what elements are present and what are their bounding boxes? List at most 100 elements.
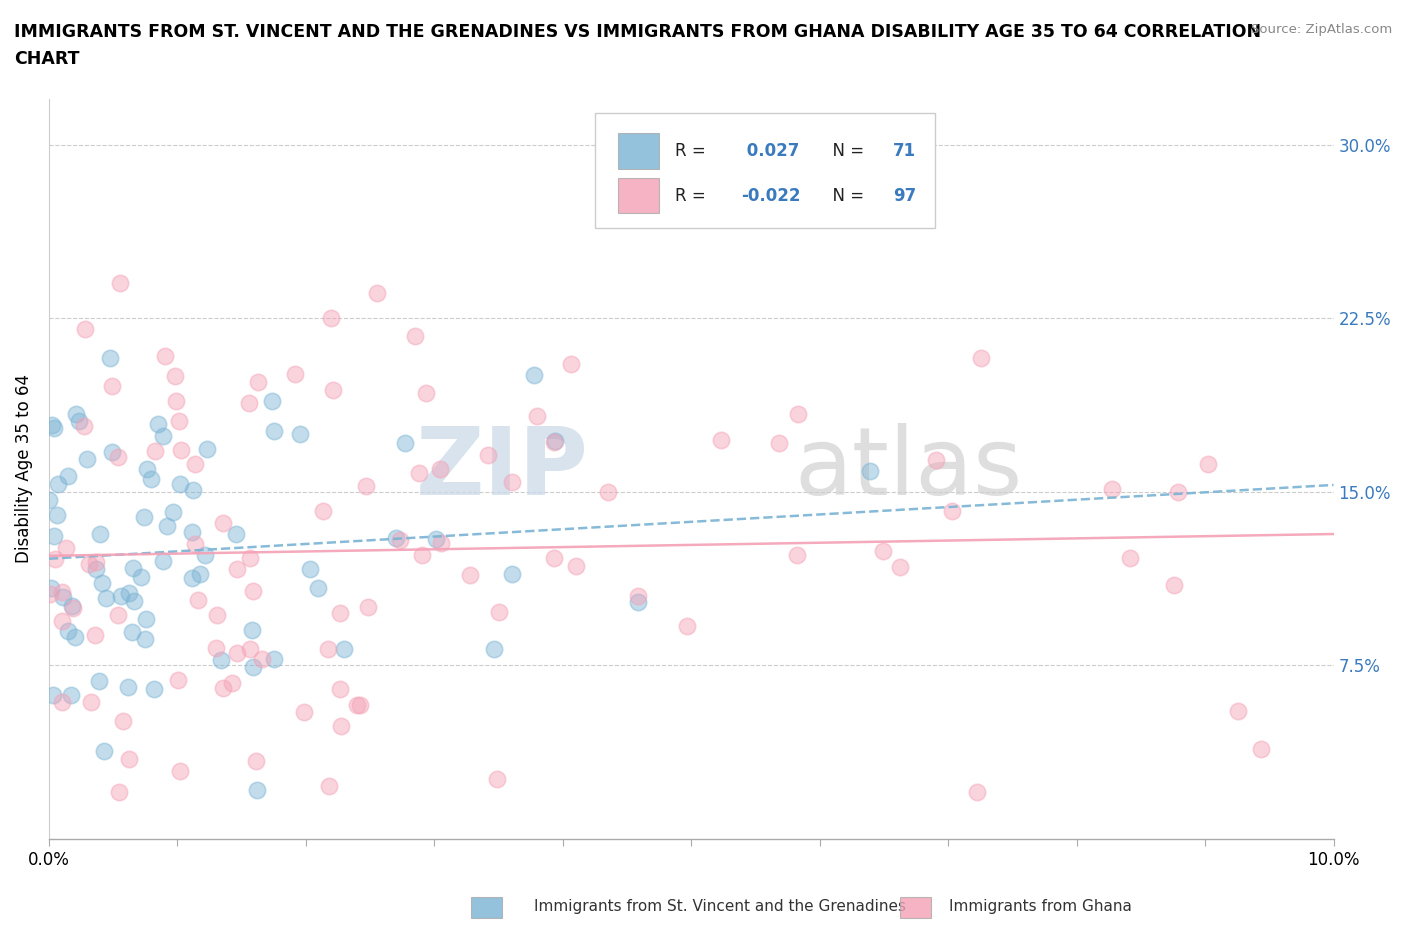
Point — [107, 608, 129, 623]
Point — [187, 593, 209, 608]
Point — [388, 532, 411, 547]
Point — [108, 785, 131, 800]
Point — [62, 601, 84, 616]
Point — [94, 591, 117, 605]
Point — [263, 423, 285, 438]
Point — [170, 443, 193, 458]
Text: -0.022: -0.022 — [741, 187, 801, 205]
Point — [155, 519, 177, 534]
Point — [118, 751, 141, 766]
Point — [1101, 482, 1123, 497]
Point — [152, 553, 174, 568]
Point — [93, 743, 115, 758]
Point — [246, 783, 269, 798]
Point — [141, 472, 163, 486]
Point — [209, 652, 232, 667]
Text: Immigrants from St. Vincent and the Grenadines: Immigrants from St. Vincent and the Gren… — [534, 899, 907, 914]
Point — [51, 694, 73, 709]
Point — [526, 408, 548, 423]
Point — [333, 642, 356, 657]
Point — [121, 625, 143, 640]
Point — [41, 418, 63, 432]
Point — [60, 688, 83, 703]
Point — [430, 535, 453, 550]
Point — [226, 645, 249, 660]
Point — [354, 478, 377, 493]
Point — [152, 429, 174, 444]
Point — [322, 382, 344, 397]
Point — [44, 528, 66, 543]
Point — [319, 311, 342, 325]
Point — [169, 477, 191, 492]
Point — [110, 589, 132, 604]
Point — [225, 526, 247, 541]
Text: N =: N = — [823, 142, 870, 160]
Point — [404, 329, 426, 344]
Point — [676, 619, 699, 634]
Point — [101, 379, 124, 393]
Point — [118, 585, 141, 600]
Point — [596, 485, 619, 499]
Point — [44, 420, 66, 435]
Point — [501, 474, 523, 489]
Point — [142, 682, 165, 697]
Point — [1163, 578, 1185, 593]
Text: Source: ZipAtlas.com: Source: ZipAtlas.com — [1251, 23, 1392, 36]
Text: N =: N = — [823, 187, 870, 205]
Point — [136, 461, 159, 476]
Y-axis label: Disability Age 35 to 64: Disability Age 35 to 64 — [15, 374, 32, 564]
Point — [872, 544, 894, 559]
Text: IMMIGRANTS FROM ST. VINCENT AND THE GRENADINES VS IMMIGRANTS FROM GHANA DISABILI: IMMIGRANTS FROM ST. VINCENT AND THE GREN… — [14, 23, 1261, 68]
Point — [121, 560, 143, 575]
Point — [318, 778, 340, 793]
Point — [288, 426, 311, 441]
Point — [131, 569, 153, 584]
Point — [117, 680, 139, 695]
Point — [240, 623, 263, 638]
Point — [357, 600, 380, 615]
Point — [260, 393, 283, 408]
Point — [1250, 741, 1272, 756]
Point — [162, 505, 184, 520]
Point — [212, 516, 235, 531]
Point — [543, 435, 565, 450]
Point — [184, 537, 207, 551]
Point — [284, 366, 307, 381]
Point — [925, 453, 948, 468]
Point — [194, 547, 217, 562]
Point — [485, 771, 508, 786]
Point — [970, 351, 993, 365]
FancyBboxPatch shape — [619, 178, 659, 213]
Point — [329, 605, 352, 620]
Text: Immigrants from Ghana: Immigrants from Ghana — [949, 899, 1132, 914]
Point — [76, 451, 98, 466]
Point — [65, 407, 87, 422]
Point — [188, 566, 211, 581]
Point — [560, 356, 582, 371]
Text: atlas: atlas — [794, 423, 1022, 514]
Point — [38, 493, 60, 508]
Point — [46, 476, 69, 491]
Point — [246, 375, 269, 390]
Point — [1197, 457, 1219, 472]
Point — [44, 551, 66, 566]
FancyBboxPatch shape — [619, 134, 659, 169]
Point — [242, 659, 264, 674]
Point — [163, 369, 186, 384]
Point — [51, 584, 73, 599]
Point — [134, 631, 156, 646]
Point — [60, 599, 83, 614]
Point — [167, 413, 190, 428]
Point — [786, 548, 808, 563]
Point — [458, 567, 481, 582]
Point — [425, 531, 447, 546]
Point — [627, 595, 650, 610]
Point — [39, 586, 62, 601]
Point — [411, 548, 433, 563]
Point — [252, 652, 274, 667]
Point — [122, 594, 145, 609]
Point — [394, 436, 416, 451]
Point — [167, 672, 190, 687]
Point — [165, 393, 187, 408]
Point — [100, 445, 122, 459]
